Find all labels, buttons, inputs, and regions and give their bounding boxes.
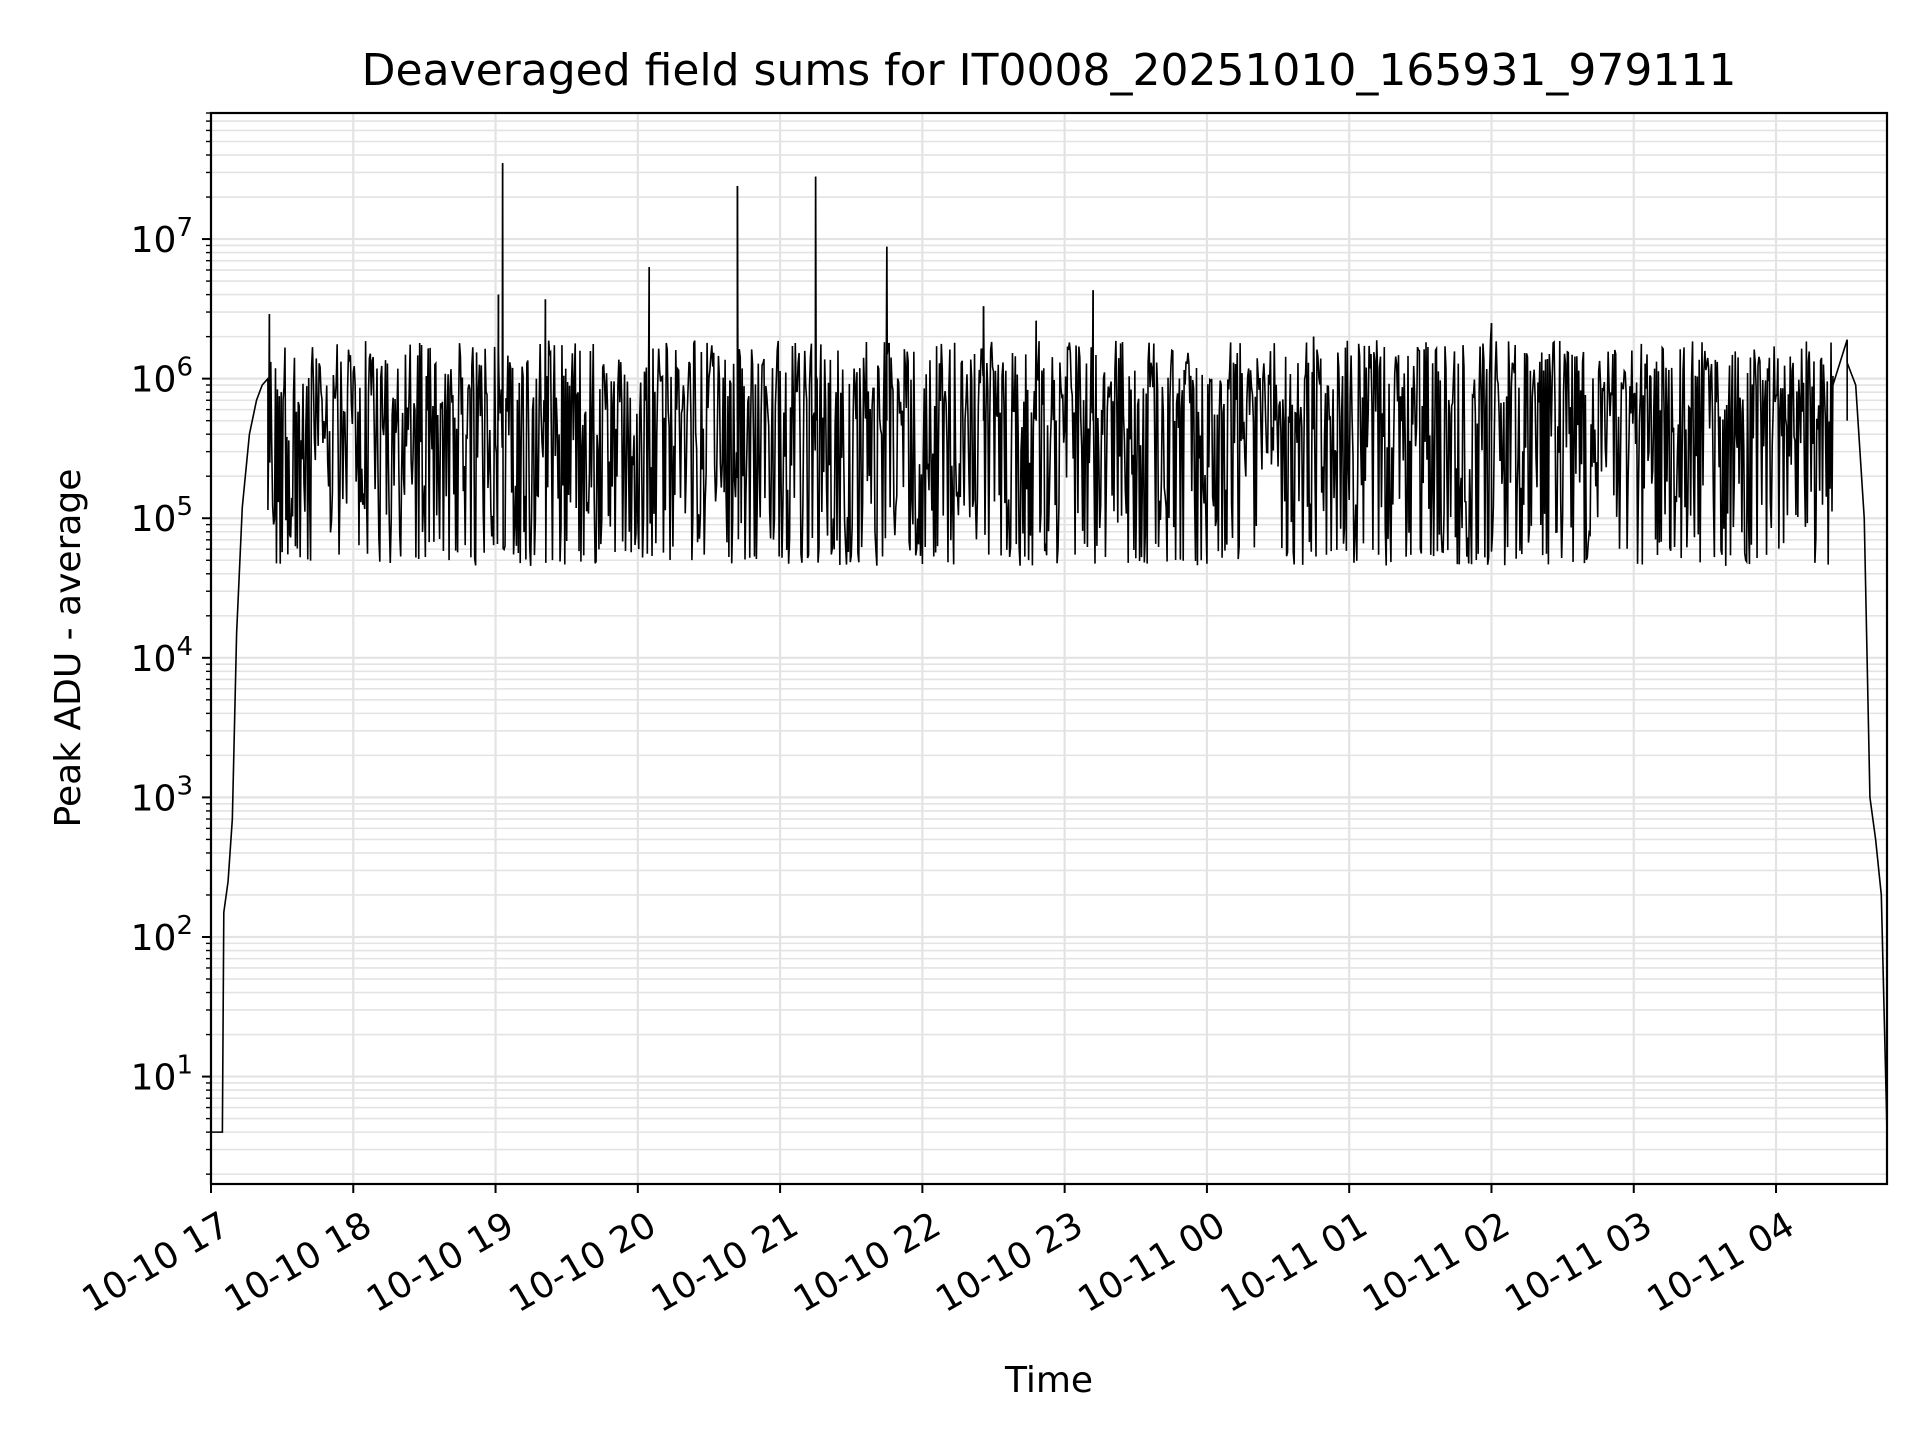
- y-tick-label: 102: [131, 911, 193, 959]
- series: [211, 163, 1888, 1133]
- y-tick-label: 103: [131, 771, 193, 819]
- y-tick-label: 101: [131, 1051, 193, 1099]
- y-axis: 101 102 103 104 105 106 107: [131, 112, 211, 1175]
- chart-title: Deaveraged field sums for IT0008_2025101…: [362, 45, 1737, 96]
- y-tick-label: 106: [131, 353, 193, 401]
- y-axis-label: Peak ADU - average: [48, 469, 89, 828]
- grid: [209, 112, 1887, 1184]
- y-tick-label: 104: [131, 632, 193, 680]
- data-series-line: [211, 163, 1888, 1133]
- x-axis-label: Time: [1004, 1360, 1093, 1401]
- y-tick-label: 107: [131, 213, 193, 261]
- y-tick-label: 105: [131, 492, 193, 540]
- plot-frame: [209, 111, 1889, 1186]
